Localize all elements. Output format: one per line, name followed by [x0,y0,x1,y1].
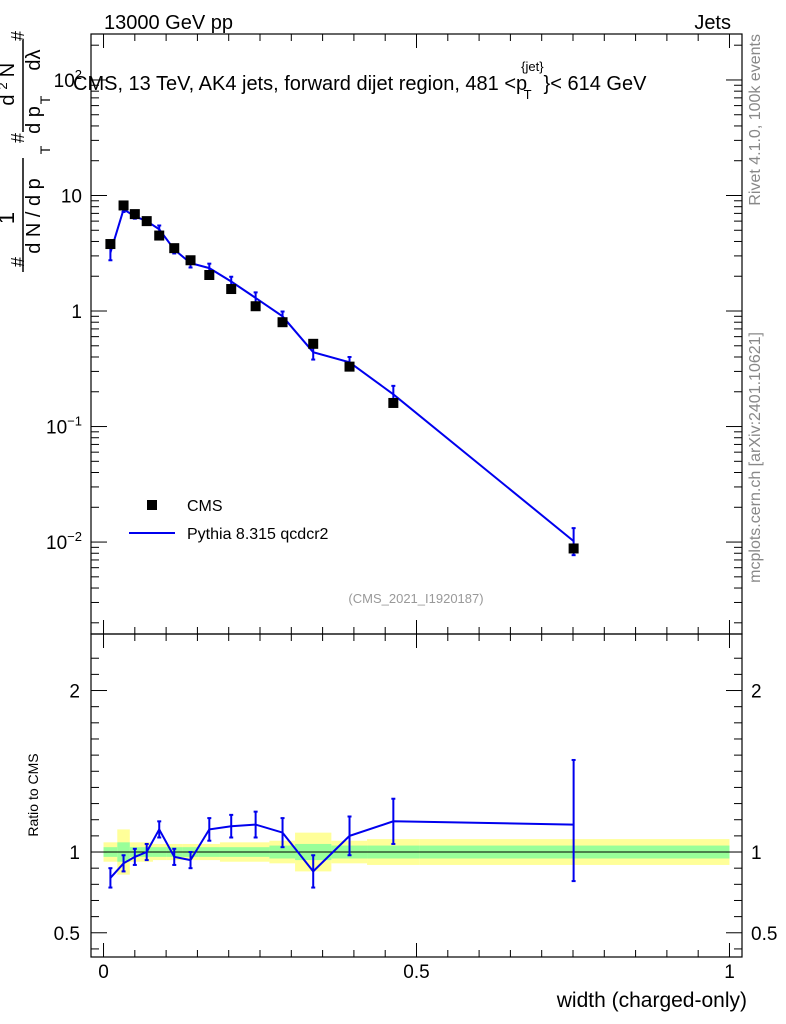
cms-data-point [568,543,579,554]
cms-data-point [118,200,129,211]
legend-label-cms: CMS [187,498,223,515]
analysis-watermark: (CMS_2021_I1920187) [348,591,483,606]
ylabel-dndpt: d N / d p [23,178,45,254]
ratio-y-tick-label: 0.5 [54,924,80,945]
ylabel-dlambda: dλ [23,49,45,70]
ratio-y-tick-label: 2 [69,682,80,703]
main-y-tick-label: 10 [61,186,82,207]
beam-label: 13000 GeV pp [104,12,233,34]
rivet-version-label: Rivet 4.1.0, 100k events [747,34,764,206]
legend: CMS Pythia 8.315 qcdcr2 [129,498,329,543]
ylabel-hash: # [8,31,28,41]
main-y-tick-label: 102 [54,67,82,92]
x-tick-label: 0 [98,962,109,983]
ylabel-dpt: d p [23,106,45,134]
ylabel-sub-T: T [37,95,53,104]
main-y-axis-label: #1d N / d pT#d pTd2Ndλ# [0,31,53,272]
main-plot-frame [90,33,743,635]
ylabel-hash: # [8,133,28,143]
ratio-y-tick-label-right: 1 [751,843,762,864]
cms-data-point [344,361,355,372]
cms-data-point [105,239,116,250]
ratio-y-tick-label-right: 0.5 [751,924,777,945]
main-plot-series [105,200,579,557]
main-y-tick-label: 10−2 [46,529,82,554]
ylabel-hash: # [8,257,28,267]
cms-data-point [204,270,215,281]
legend-label-pythia: Pythia 8.315 qcdcr2 [187,526,329,543]
cms-data-point [250,301,261,312]
ylabel-sub-T: T [37,145,53,154]
cms-data-point [308,338,319,349]
pythia-line [109,207,575,542]
plot-title: CMS, 13 TeV, AK4 jets, forward dijet reg… [73,59,647,102]
cms-data-point [169,243,180,254]
ylabel-one: 1 [0,212,19,224]
ylabel-sup-2: 2 [0,82,10,89]
cms-data-point [226,284,237,295]
ratio-plot-series [108,758,576,889]
main-y-tick-label: 1 [71,302,82,323]
main-y-axis: 10−2 10−1 1 10 102 [46,34,742,634]
cms-data-point [277,317,288,328]
legend-marker-cms [147,500,157,510]
ratio-y-tick-label: 1 [69,843,80,864]
x-tick-label: 1 [724,962,735,983]
cms-data-point [154,230,165,241]
x-axis-label: width (charged-only) [556,989,747,1012]
x-tick-label: 0.5 [403,962,429,983]
ratio-axes: 0.5 0.5 1 1 2 2 0 0.5 1 [54,634,777,983]
source-label: mcplots.cern.ch [arXiv:2401.10621] [747,332,764,583]
process-label: Jets [694,12,731,34]
ylabel-d: d [0,94,19,105]
cms-data-point [185,255,196,266]
cms-data-point [141,216,152,227]
ratio-y-axis-label: Ratio to CMS [25,753,41,836]
ylabel-N: N [0,63,19,77]
main-y-tick-label: 10−1 [46,414,82,439]
ratio-plot-frame [90,633,743,958]
cms-data-point [388,397,399,408]
ratio-y-tick-label-right: 2 [751,682,762,703]
cms-data-point [129,209,140,220]
